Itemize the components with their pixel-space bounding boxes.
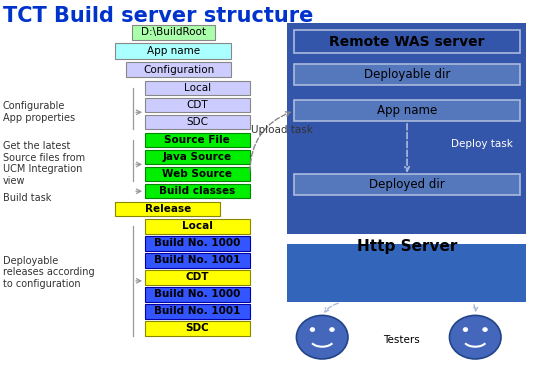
Text: SDC: SDC: [185, 324, 209, 333]
Text: D:\BuildRoot: D:\BuildRoot: [141, 27, 206, 37]
Text: Web Source: Web Source: [162, 169, 233, 179]
Text: Source File: Source File: [164, 135, 230, 145]
FancyBboxPatch shape: [294, 64, 520, 85]
FancyBboxPatch shape: [145, 133, 250, 147]
FancyBboxPatch shape: [145, 184, 250, 198]
Text: Configurable
App properties: Configurable App properties: [3, 101, 75, 123]
FancyBboxPatch shape: [145, 287, 250, 302]
Ellipse shape: [310, 328, 315, 332]
FancyBboxPatch shape: [145, 253, 250, 268]
Text: Deployed dir: Deployed dir: [369, 178, 445, 191]
FancyBboxPatch shape: [287, 23, 526, 234]
Text: Remote WAS server: Remote WAS server: [329, 34, 485, 49]
FancyBboxPatch shape: [126, 62, 231, 77]
FancyBboxPatch shape: [145, 321, 250, 336]
FancyBboxPatch shape: [294, 100, 520, 121]
Text: Upload task: Upload task: [251, 125, 313, 135]
Text: CDT: CDT: [186, 273, 209, 282]
Text: CDT: CDT: [186, 100, 208, 110]
FancyBboxPatch shape: [115, 43, 231, 59]
Text: Deployable dir: Deployable dir: [364, 68, 450, 81]
Ellipse shape: [483, 328, 488, 332]
FancyBboxPatch shape: [145, 270, 250, 285]
FancyBboxPatch shape: [132, 25, 215, 40]
Ellipse shape: [330, 328, 335, 332]
Text: Build No. 1001: Build No. 1001: [154, 307, 241, 316]
Text: Build No. 1000: Build No. 1000: [154, 290, 241, 299]
Ellipse shape: [296, 315, 348, 359]
Text: Testers: Testers: [383, 335, 420, 345]
Text: Java Source: Java Source: [163, 152, 232, 162]
Text: TCT Build server structure: TCT Build server structure: [3, 6, 313, 26]
FancyBboxPatch shape: [145, 219, 250, 234]
Text: Build task: Build task: [3, 193, 51, 203]
Text: App name: App name: [377, 104, 437, 117]
Text: Get the latest
Source files from
UCM Integration
view: Get the latest Source files from UCM Int…: [3, 141, 85, 186]
FancyBboxPatch shape: [145, 115, 250, 129]
Text: Deploy task: Deploy task: [451, 139, 513, 149]
Text: App name: App name: [147, 46, 200, 56]
Text: Local: Local: [182, 222, 213, 231]
Text: Build No. 1001: Build No. 1001: [154, 256, 241, 265]
FancyBboxPatch shape: [145, 98, 250, 112]
FancyBboxPatch shape: [294, 30, 520, 53]
FancyBboxPatch shape: [115, 202, 220, 216]
Ellipse shape: [449, 315, 501, 359]
Text: Deployable
releases according
to configuration: Deployable releases according to configu…: [3, 256, 95, 289]
Ellipse shape: [463, 328, 468, 332]
Text: Configuration: Configuration: [143, 65, 214, 74]
Text: Http Server: Http Server: [357, 239, 457, 254]
FancyBboxPatch shape: [287, 244, 526, 302]
FancyBboxPatch shape: [145, 81, 250, 95]
Text: Build No. 1000: Build No. 1000: [154, 239, 241, 248]
FancyBboxPatch shape: [145, 167, 250, 181]
Text: Release: Release: [144, 204, 191, 214]
Text: Local: Local: [184, 83, 211, 93]
Text: Build classes: Build classes: [159, 186, 235, 196]
FancyBboxPatch shape: [294, 174, 520, 195]
FancyBboxPatch shape: [145, 304, 250, 319]
Text: SDC: SDC: [186, 117, 208, 127]
FancyBboxPatch shape: [145, 150, 250, 164]
FancyBboxPatch shape: [145, 236, 250, 251]
